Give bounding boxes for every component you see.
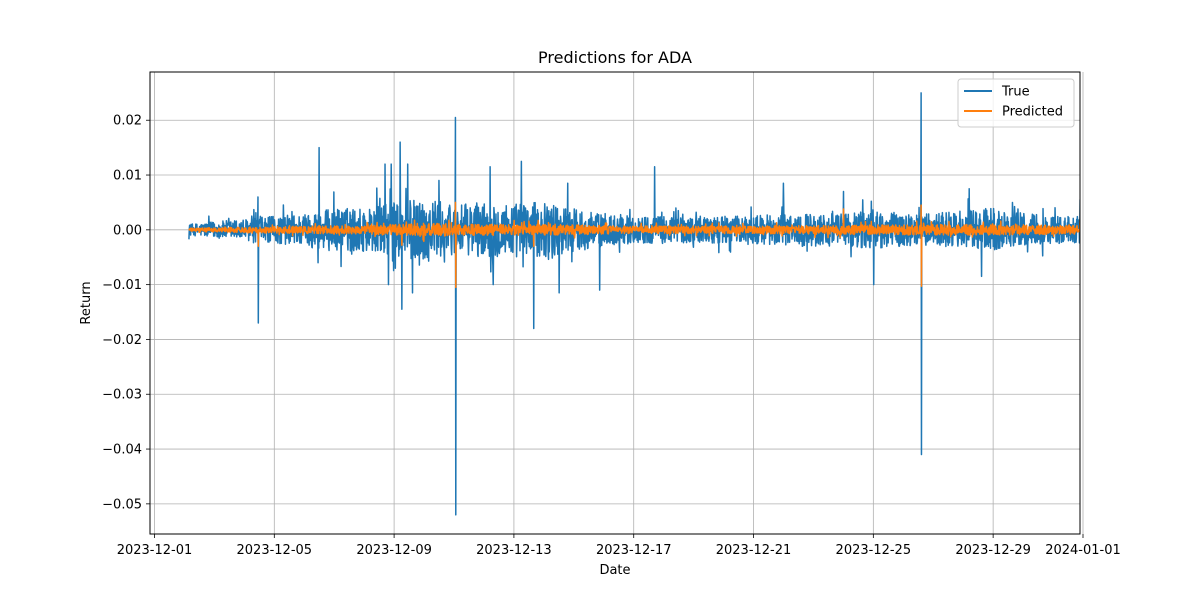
- x-tick-label: 2023-12-13: [476, 543, 552, 558]
- chart-title: Predictions for ADA: [538, 48, 692, 67]
- y-axis-label: Return: [79, 281, 94, 324]
- x-tick-label: 2023-12-21: [716, 543, 792, 558]
- y-tick-label: −0.01: [102, 278, 142, 293]
- y-tick-label: −0.02: [102, 333, 142, 348]
- axis-ticks: 2023-12-01 2023-12-05 2023-12-09 2023-12-13…: [102, 114, 1121, 558]
- y-tick-label: 0.02: [113, 114, 142, 129]
- x-tick-label: 2023-12-17: [596, 543, 672, 558]
- y-tick-label: −0.05: [102, 497, 142, 512]
- grid: [150, 72, 1084, 534]
- x-tick-label: 2023-12-25: [836, 543, 912, 558]
- y-tick-label: −0.04: [102, 443, 142, 458]
- y-tick-label: −0.03: [102, 388, 142, 403]
- y-tick-label: 0.00: [113, 223, 142, 238]
- plot-frame: [149, 71, 1081, 535]
- series-area: [188, 92, 1080, 516]
- legend: True Predicted: [957, 78, 1075, 128]
- series-line-predicted: [188, 201, 1080, 289]
- legend-label-predicted: Predicted: [1002, 105, 1063, 120]
- x-tick-label: 2023-12-29: [955, 543, 1031, 558]
- legend-label-true: True: [1001, 85, 1030, 100]
- x-tick-label: 2024-01-01: [1045, 543, 1121, 558]
- y-tick-label: 0.01: [113, 169, 142, 184]
- x-axis-label: Date: [599, 563, 630, 578]
- x-tick-label: 2023-12-05: [237, 543, 313, 558]
- x-tick-label: 2023-12-01: [117, 543, 193, 558]
- x-tick-label: 2023-12-09: [356, 543, 432, 558]
